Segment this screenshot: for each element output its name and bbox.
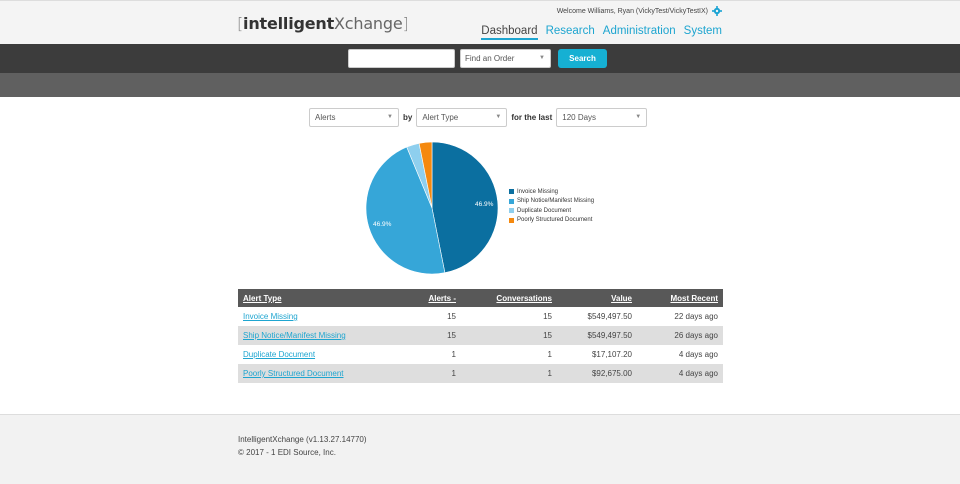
group-select[interactable]: Alert Type ▼ (416, 108, 508, 127)
logo-bracket-open: [ (237, 14, 244, 33)
cell-most-recent: 26 days ago (637, 326, 723, 345)
cell-alert-type: Ship Notice/Manifest Missing (238, 326, 413, 345)
cell-value: $92,675.00 (557, 364, 637, 383)
caret-down-icon: ▼ (539, 55, 545, 61)
metric-value: Alerts (315, 113, 336, 122)
cell-value: $549,497.50 (557, 326, 637, 345)
col-value[interactable]: Value (557, 289, 637, 307)
cell-value: $549,497.50 (587, 312, 633, 321)
slice-invoice-missing[interactable] (431, 141, 499, 274)
alerts-table: Alert Type Alerts - Conversations Value … (238, 289, 723, 383)
slice-poorly-structured[interactable] (418, 141, 433, 209)
period-value: 120 Days (562, 113, 597, 122)
cell-most-recent: 4 days ago (637, 364, 723, 383)
col-alerts[interactable]: Alerts - (413, 289, 461, 307)
by-label: by (403, 113, 413, 122)
col-conversations[interactable]: Conversations (461, 289, 557, 307)
cell-alerts: 1 (451, 350, 456, 359)
copyright-text: © 2017 - 1 EDI Source, Inc. (238, 448, 336, 457)
page-footer: IntelligentXchange (v1.13.27.14770) © 20… (0, 414, 960, 484)
search-button[interactable]: Search (558, 49, 607, 68)
cell-alerts: 1 (413, 364, 461, 383)
logo[interactable]: [intelligentXchange] (237, 14, 409, 33)
cell-alert-type: Duplicate Document (238, 345, 413, 364)
alert-type-link[interactable]: Ship Notice/Manifest Missing (243, 331, 346, 340)
chart-legend: Invoice Missing Ship Notice/Manifest Mis… (509, 187, 594, 225)
alert-type-link[interactable]: Duplicate Document (243, 350, 316, 359)
cell-conversations: 1 (461, 364, 557, 383)
app-header: [intelligentXchange] Welcome Williams, R… (0, 0, 960, 44)
legend-swatch (509, 208, 514, 214)
cell-alert-type: Poorly Structured Document (238, 364, 413, 383)
legend-item[interactable]: Ship Notice/Manifest Missing (509, 197, 594, 207)
caret-down-icon: ▼ (495, 114, 502, 120)
order-type-value: Find an Order (465, 54, 515, 63)
pie-label-invoice: 46.9% (475, 201, 494, 208)
alerts-pie-chart: 46.9% 46.9% (365, 141, 499, 275)
cell-most-recent: 4 days ago (678, 350, 718, 359)
table-header-row: Alert Type Alerts - Conversations Value … (238, 289, 723, 307)
alert-type-link[interactable]: Poorly Structured Document (243, 369, 344, 378)
table-row: Poorly Structured Document 1 1 $92,675.0… (238, 364, 723, 383)
cell-value: $17,107.20 (591, 350, 632, 359)
nav-dashboard[interactable]: Dashboard (481, 25, 538, 40)
period-select[interactable]: 120 Days ▼ (556, 108, 648, 127)
version-text: IntelligentXchange (v1.13.27.14770) (238, 435, 367, 444)
caret-down-icon: ▼ (635, 114, 642, 120)
cell-alerts: 15 (413, 326, 461, 345)
legend-label: Duplicate Document (517, 207, 572, 214)
nav-research[interactable]: Research (545, 25, 595, 37)
legend-item[interactable]: Duplicate Document (509, 206, 594, 216)
legend-swatch (509, 189, 514, 195)
logo-bold: intelligent (243, 14, 335, 33)
nav-system[interactable]: System (683, 25, 722, 37)
search-input[interactable] (348, 49, 455, 68)
cell-conversations: 15 (543, 312, 552, 321)
table-row: Duplicate Document 1 1 $17,107.20 4 days… (238, 345, 723, 364)
search-bar: Find an Order ▼ Search (0, 44, 960, 73)
legend-item[interactable]: Poorly Structured Document (509, 216, 594, 226)
sub-bar (0, 73, 960, 97)
slice-ship-notice-missing[interactable] (365, 146, 446, 275)
table-row: Ship Notice/Manifest Missing 15 15 $549,… (238, 326, 723, 345)
cell-most-recent: 22 days ago (674, 312, 718, 321)
legend-item[interactable]: Invoice Missing (509, 187, 594, 197)
cell-conversations: 1 (547, 350, 552, 359)
group-value: Alert Type (422, 113, 459, 122)
order-type-select[interactable]: Find an Order ▼ (460, 49, 551, 68)
cell-conversations: 15 (461, 326, 557, 345)
cell-alerts: 15 (447, 312, 456, 321)
alert-type-link[interactable]: Invoice Missing (243, 312, 298, 321)
col-most-recent[interactable]: Most Recent (637, 289, 723, 307)
period-label: for the last (511, 113, 553, 122)
metric-select[interactable]: Alerts ▼ (309, 108, 399, 127)
cell-alert-type: Invoice Missing (238, 307, 413, 326)
legend-label: Poorly Structured Document (517, 217, 593, 224)
legend-label: Ship Notice/Manifest Missing (517, 198, 595, 205)
legend-swatch (509, 217, 514, 223)
legend-swatch (509, 198, 514, 204)
pie-label-ship-notice: 46.9% (373, 221, 392, 228)
logo-rest: Xchange (334, 14, 403, 33)
chart-filters: Alerts ▼ by Alert Type ▼ for the last 12… (309, 108, 648, 127)
caret-down-icon: ▼ (387, 114, 393, 120)
nav-administration[interactable]: Administration (602, 25, 676, 37)
logo-bracket-close: ] (402, 14, 409, 33)
legend-label: Invoice Missing (517, 188, 559, 195)
main-nav: Dashboard Research Administration System (481, 25, 722, 40)
table-row: Invoice Missing 15 15 $549,497.50 22 day… (238, 307, 723, 326)
welcome-text: Welcome Williams, Ryan (VickyTest/VickyT… (556, 8, 708, 15)
gear-icon[interactable] (712, 6, 722, 16)
col-alert-type[interactable]: Alert Type (238, 289, 413, 307)
